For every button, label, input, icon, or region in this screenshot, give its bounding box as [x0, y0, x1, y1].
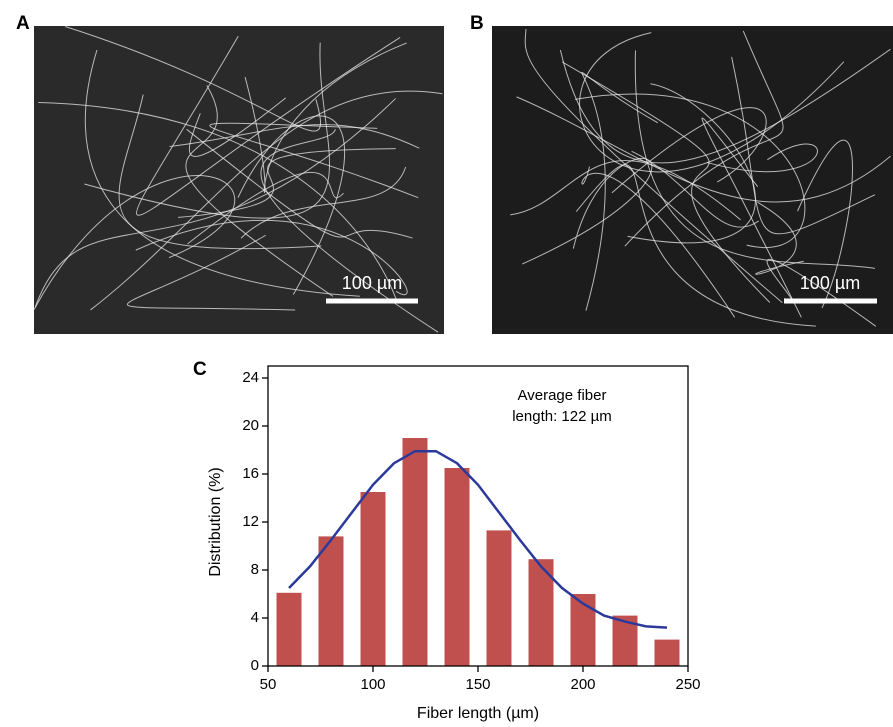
bar — [654, 639, 680, 666]
x-tick-label: 100 — [360, 676, 385, 693]
fiber — [575, 164, 816, 327]
fiber — [755, 201, 804, 275]
fiber — [579, 32, 845, 173]
x-tick-label: 250 — [675, 676, 700, 693]
x-tick-label: 150 — [465, 676, 490, 693]
panel-label: A — [16, 13, 30, 34]
fiber — [33, 175, 236, 310]
fiber — [634, 50, 876, 269]
fiber — [136, 35, 401, 216]
bar — [528, 559, 554, 666]
fiber — [244, 42, 407, 193]
fiber — [561, 61, 771, 303]
fiber — [559, 48, 891, 164]
fiber — [135, 219, 408, 296]
y-tick-label: 16 — [242, 465, 259, 482]
annotation: Average fiber — [518, 387, 607, 404]
fiber — [84, 42, 331, 219]
y-tick-label: 24 — [242, 369, 259, 386]
fiber — [126, 234, 296, 311]
x-tick-label: 50 — [260, 676, 277, 693]
fiber — [240, 166, 407, 239]
bar — [486, 530, 512, 666]
fiber — [581, 166, 736, 318]
fiber — [624, 30, 784, 247]
scale-bar-label: 100 µm — [342, 273, 402, 293]
fiber — [90, 90, 443, 311]
fiber — [516, 96, 891, 203]
fiber — [188, 97, 287, 157]
y-tick-label: 12 — [242, 513, 259, 530]
fiber — [84, 49, 360, 297]
fiber — [237, 115, 346, 295]
fiber — [65, 26, 322, 132]
y-tick-label: 20 — [242, 417, 259, 434]
scale-bar-label: 100 µm — [800, 273, 860, 293]
y-axis-label: Distribution (%) — [207, 467, 224, 576]
fibers — [33, 26, 891, 333]
fiber — [178, 148, 396, 218]
bar — [360, 492, 386, 666]
micrograph-b — [492, 26, 893, 334]
fiber — [38, 101, 398, 301]
bar — [402, 438, 428, 666]
fiber — [187, 171, 344, 245]
fiber — [574, 93, 806, 248]
fiber — [118, 94, 322, 250]
annotation: length: 122 µm — [512, 408, 612, 425]
panel-label: B — [470, 13, 484, 34]
fiber — [186, 128, 413, 239]
fiber — [581, 71, 659, 311]
fiber — [797, 139, 853, 309]
panel-label: C — [193, 359, 207, 380]
fit-line — [288, 449, 668, 629]
x-axis-label: Fiber length (µm) — [417, 705, 539, 722]
bar — [444, 468, 470, 666]
fiber — [731, 56, 876, 235]
y-tick-label: 8 — [251, 561, 259, 578]
fiber — [524, 28, 783, 304]
fiber — [185, 85, 334, 297]
bar — [570, 594, 596, 666]
bar — [276, 592, 302, 666]
micrograph-a — [34, 26, 444, 334]
fiber — [34, 98, 397, 308]
fiber — [510, 160, 741, 221]
fiber — [260, 129, 439, 333]
fiber — [701, 117, 802, 318]
y-tick-label: 4 — [251, 609, 259, 626]
x-tick-label: 200 — [570, 676, 595, 693]
fiber — [706, 143, 818, 173]
bar — [318, 536, 344, 666]
y-tick-label: 0 — [251, 657, 259, 674]
